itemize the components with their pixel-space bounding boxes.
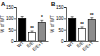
y-tick: 150	[56, 5, 66, 10]
y-tick: 100	[6, 16, 16, 21]
y-axis-title: % of WT	[50, 15, 55, 33]
annotation: **	[90, 13, 94, 18]
y-tick-label: 0	[61, 39, 64, 44]
x-axis: WTE/EE/E+T	[16, 40, 48, 52]
y-tick-mark	[14, 41, 16, 42]
y-tick-mark	[14, 30, 16, 31]
x-tick-label: WT	[16, 40, 25, 48]
y-tick-mark	[64, 41, 66, 42]
bar	[18, 18, 25, 41]
y-tick-mark	[64, 18, 66, 19]
error-bar	[71, 17, 74, 19]
plot: ***050100150WTE/EE/E+T	[6, 5, 49, 52]
annotation: **	[80, 22, 84, 27]
y-tick: 0	[11, 39, 16, 44]
error-bar	[81, 27, 84, 29]
y-tick-label: 50	[58, 28, 64, 33]
y-tick-label: 150	[56, 5, 64, 10]
bar	[88, 19, 95, 41]
panel-title: B	[51, 1, 56, 7]
y-axis-title: % of WT	[0, 15, 5, 33]
y-tick-label: 150	[6, 5, 14, 10]
y-tick: 50	[58, 28, 66, 33]
plot: ** ** 0 50 100 150 WTE/EE/E+T	[56, 5, 99, 52]
panel: ** ** 0 50 100 150 WTE/EE/E+T % of WT B	[50, 1, 99, 53]
bar	[38, 22, 45, 41]
bar	[78, 29, 85, 41]
y-tick-label: 100	[6, 16, 14, 21]
x-tick: WT	[16, 40, 25, 48]
x-tick: E/E+T	[81, 40, 94, 52]
y-tick-label: 0	[11, 39, 14, 44]
y-tick-mark	[64, 7, 66, 8]
x-tick-label: E/E+T	[31, 40, 44, 52]
bar	[28, 32, 35, 41]
y-tick-mark	[14, 7, 16, 8]
y-axis: 0 50 100 150	[6, 5, 17, 44]
marks	[68, 17, 95, 41]
y-tick-mark	[64, 30, 66, 31]
error-bar	[90, 18, 93, 20]
y-axis-line	[64, 8, 67, 42]
y-axis-line	[14, 8, 17, 42]
error-bar	[21, 17, 24, 19]
annotation: **	[30, 26, 34, 31]
y-tick-label: 50	[8, 28, 14, 33]
y-axis: 0 50 100 150	[56, 5, 67, 44]
x-tick: WT	[66, 40, 75, 48]
x-tick-label: E/E+T	[81, 40, 94, 52]
error-bar	[31, 31, 34, 32]
y-tick: 100	[56, 16, 66, 21]
y-tick-label: 100	[56, 16, 64, 21]
y-tick-mark	[14, 18, 16, 19]
panel: ***050100150WTE/EE/E+T% of WTA	[0, 1, 49, 53]
x-tick: E/E+T	[31, 40, 44, 52]
annotation: *	[41, 15, 43, 20]
y-tick: 150	[6, 5, 16, 10]
bar	[68, 18, 75, 41]
y-tick: 50	[8, 28, 16, 33]
y-tick: 0	[61, 39, 66, 44]
x-axis: WTE/EE/E+T	[66, 40, 98, 52]
panel-title: A	[1, 1, 6, 7]
error-bar	[40, 20, 43, 22]
figure: ***050100150WTE/EE/E+T% of WTA****050100…	[0, 0, 100, 56]
x-tick-label: WT	[66, 40, 75, 48]
